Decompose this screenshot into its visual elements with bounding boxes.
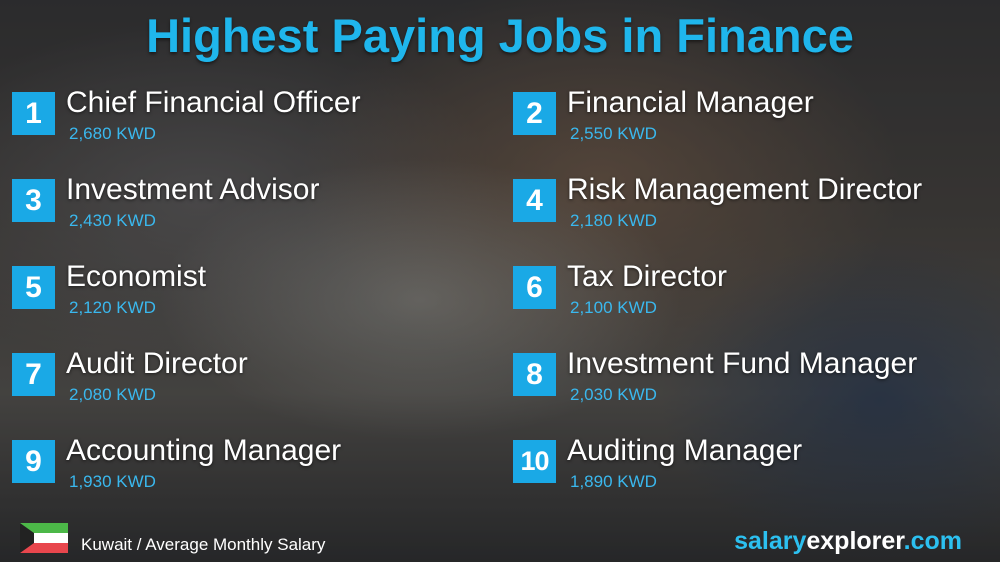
rank-badge: 1 (12, 92, 55, 135)
job-item: 7 Audit Director 2,080 KWD (12, 347, 492, 419)
rank-badge: 8 (513, 353, 556, 396)
footer-caption: Kuwait / Average Monthly Salary (81, 535, 326, 554)
job-salary: 1,890 KWD (570, 472, 657, 491)
brand-part-salary: salary (734, 527, 807, 555)
job-item: 10 Auditing Manager 1,890 KWD (513, 434, 993, 506)
job-title: Economist (66, 260, 207, 293)
rank-badge: 7 (12, 353, 55, 396)
job-title: Accounting Manager (66, 434, 342, 467)
page-title: Highest Paying Jobs in Finance (146, 9, 854, 62)
job-salary: 2,120 KWD (69, 298, 156, 317)
job-item: 4 Risk Management Director 2,180 KWD (513, 173, 993, 245)
job-item: 2 Financial Manager 2,550 KWD (513, 86, 993, 158)
job-salary: 2,430 KWD (69, 211, 156, 230)
job-title: Tax Director (567, 260, 728, 293)
rank-badge: 5 (12, 266, 55, 309)
job-item: 8 Investment Fund Manager 2,030 KWD (513, 347, 993, 419)
job-title: Investment Fund Manager (567, 347, 918, 380)
job-item: 1 Chief Financial Officer 2,680 KWD (12, 86, 492, 158)
job-salary: 2,680 KWD (69, 124, 156, 143)
job-item: 9 Accounting Manager 1,930 KWD (12, 434, 492, 506)
rank-badge: 9 (12, 440, 55, 483)
brand-part-com: .com (903, 527, 962, 555)
job-salary: 2,030 KWD (570, 385, 657, 404)
job-title: Auditing Manager (567, 434, 803, 467)
job-salary: 1,930 KWD (69, 472, 156, 491)
brand-part-explorer: explorer (806, 527, 904, 555)
rank-badge: 4 (513, 179, 556, 222)
job-salary: 2,550 KWD (570, 124, 657, 143)
job-item: 3 Investment Advisor 2,430 KWD (12, 173, 492, 245)
rank-badge: 6 (513, 266, 556, 309)
job-title: Investment Advisor (66, 173, 320, 206)
job-item: 6 Tax Director 2,100 KWD (513, 260, 993, 332)
job-title: Financial Manager (567, 86, 814, 119)
job-title: Audit Director (66, 347, 248, 380)
rank-badge: 2 (513, 92, 556, 135)
job-title: Chief Financial Officer (66, 86, 361, 119)
job-title: Risk Management Director (567, 173, 923, 206)
job-salary: 2,080 KWD (69, 385, 156, 404)
kuwait-flag-icon (20, 523, 68, 553)
rank-badge: 3 (12, 179, 55, 222)
job-salary: 2,180 KWD (570, 211, 657, 230)
brand-logo[interactable]: salaryexplorer.com (734, 527, 962, 556)
job-salary: 2,100 KWD (570, 298, 657, 317)
job-item: 5 Economist 2,120 KWD (12, 260, 492, 332)
rank-badge: 10 (513, 440, 556, 483)
